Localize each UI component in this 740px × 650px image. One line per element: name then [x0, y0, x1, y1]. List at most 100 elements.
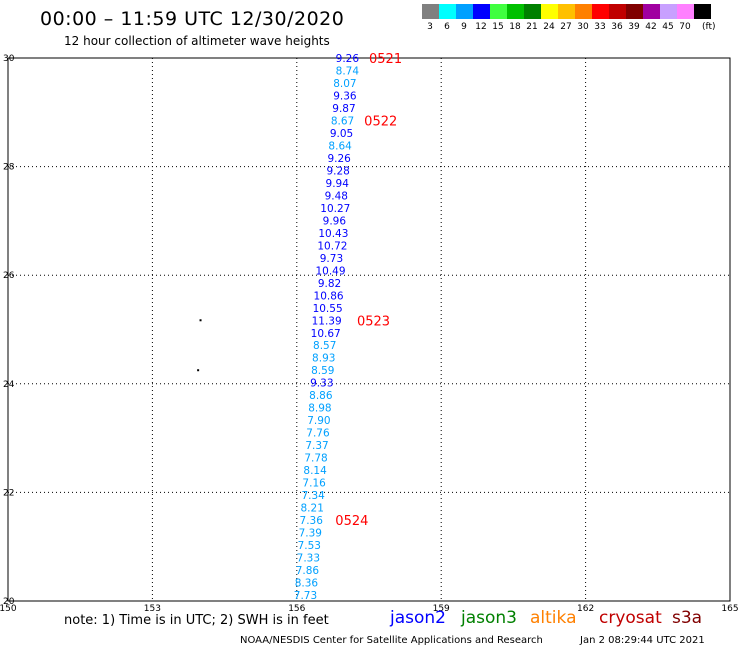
wave-height-label: 7.86 [296, 565, 320, 577]
wave-height-label: 8.64 [328, 140, 352, 152]
legend-swatch [558, 4, 575, 19]
x-tick-label: 165 [721, 604, 738, 614]
legend-swatch [660, 4, 677, 19]
wave-height-label: 8.74 [336, 65, 360, 77]
wave-height-label: 9.28 [326, 165, 349, 177]
legend-label: 27 [560, 22, 572, 32]
y-tick-label: 22 [3, 488, 14, 498]
island-point [199, 319, 202, 322]
wave-height-label: 8.14 [303, 465, 327, 477]
wave-height-label: 8.36 [295, 578, 319, 590]
wave-height-label: 9.05 [330, 128, 353, 140]
legend-label: 70 [679, 22, 691, 32]
legend-label: 6 [444, 22, 450, 32]
wave-height-label: 11.39 [312, 315, 342, 327]
legend-label: 18 [509, 22, 521, 32]
legend-swatch [490, 4, 507, 19]
plot-frame [7, 57, 731, 602]
y-tick-label: 26 [3, 271, 15, 281]
legend-label: 24 [543, 22, 555, 32]
wave-height-label: 8.59 [311, 365, 334, 377]
wave-height-label: 7.76 [306, 428, 330, 440]
legend-label: 30 [577, 22, 589, 32]
legend-label: 15 [492, 22, 504, 32]
wave-height-label: 9.36 [333, 90, 357, 102]
legend-label: 45 [662, 22, 674, 32]
wave-height-label: 8.93 [312, 353, 335, 365]
x-tick-label: 153 [144, 604, 161, 614]
x-tick-label: 162 [577, 604, 594, 614]
y-tick-label: 24 [3, 380, 15, 390]
legend-label: 42 [645, 22, 657, 32]
wave-height-label: 7.90 [307, 415, 330, 427]
wave-height-label: 10.55 [313, 303, 343, 315]
wave-height-label: 9.87 [332, 103, 355, 115]
generation-timestamp: Jan 2 08:29:44 UTC 2021 [580, 635, 705, 646]
wave-height-label: 7.73 [294, 590, 317, 602]
legend-swatch [422, 4, 439, 19]
time-label: 0523 [357, 314, 390, 329]
legend-swatch [643, 4, 660, 19]
legend-swatch [473, 4, 490, 19]
y-tick-label: 20 [3, 597, 15, 607]
time-label: 0524 [335, 514, 368, 529]
wave-height-label: 7.37 [305, 440, 328, 452]
wave-height-label: 7.16 [302, 478, 326, 490]
x-tick-label: 150 [0, 604, 17, 614]
wave-height-label: 10.49 [315, 265, 345, 277]
satellite-label-altika: altika [530, 608, 577, 628]
time-label: 0521 [369, 52, 402, 67]
legend-label: 3 [427, 22, 433, 32]
y-tick-label: 28 [3, 163, 15, 173]
wave-height-label: 8.98 [308, 403, 331, 415]
legend-swatch [541, 4, 558, 19]
legend-swatch [575, 4, 592, 19]
legend-swatch [439, 4, 456, 19]
legend-label: 21 [526, 22, 538, 32]
legend-label: 36 [611, 22, 623, 32]
wave-height-label: 9.33 [310, 378, 333, 390]
wave-height-label: 7.53 [298, 540, 321, 552]
legend-swatch [456, 4, 473, 19]
legend-swatch [524, 4, 541, 19]
wave-height-label: 9.96 [323, 215, 347, 227]
x-tick-label: 159 [433, 604, 450, 614]
wave-height-label: 10.86 [314, 290, 344, 302]
wave-height-label: 7.78 [304, 453, 327, 465]
wave-height-label: 7.33 [297, 553, 320, 565]
wave-height-label: 9.26 [327, 153, 351, 165]
satellite-label-s3a: s3a [672, 608, 703, 628]
legend-label: 39 [628, 22, 640, 32]
wave-height-label: 7.39 [299, 528, 322, 540]
island-point [197, 369, 200, 372]
wave-height-label: 8.21 [301, 503, 324, 515]
satellite-label-cryosat: cryosat [599, 608, 662, 628]
credit-text: NOAA/NESDIS Center for Satellite Applica… [240, 635, 543, 646]
legend-swatch [507, 4, 524, 19]
wave-height-label: 9.73 [320, 253, 343, 265]
wave-height-label: 8.67 [331, 115, 354, 127]
wave-height-label: 9.48 [325, 190, 348, 202]
wave-height-label: 8.86 [309, 390, 333, 402]
legend-label: (ft) [702, 22, 716, 32]
wave-height-label: 10.67 [311, 328, 341, 340]
wave-height-label: 7.34 [301, 490, 325, 502]
wave-height-label: 9.26 [336, 53, 360, 65]
footer-note: note: 1) Time is in UTC; 2) SWH is in fe… [64, 613, 329, 628]
legend-swatch [592, 4, 609, 19]
wave-height-label: 10.27 [320, 203, 350, 215]
satellite-label-jason2: jason2 [390, 608, 446, 628]
x-tick-label: 156 [288, 604, 305, 614]
wave-height-label: 9.94 [326, 178, 350, 190]
legend-label: 33 [594, 22, 606, 32]
legend-label: 9 [461, 22, 467, 32]
legend-swatch [677, 4, 694, 19]
wave-height-label: 7.36 [300, 515, 324, 527]
legend-swatch [626, 4, 643, 19]
legend-label: 12 [475, 22, 487, 32]
chart-title: 00:00 – 11:59 UTC 12/30/2020 [40, 8, 345, 30]
wave-height-label: 8.07 [333, 78, 356, 90]
time-label: 0522 [364, 114, 397, 129]
chart-subtitle: 12 hour collection of altimeter wave hei… [64, 34, 330, 48]
